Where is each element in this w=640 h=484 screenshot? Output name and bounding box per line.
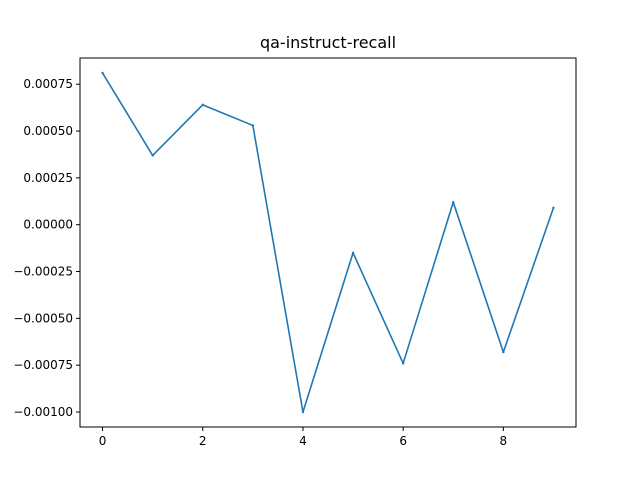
y-tick-label: −0.00100: [13, 405, 73, 419]
y-tick-label: −0.00050: [13, 311, 73, 325]
x-tick-label: 0: [99, 434, 107, 448]
y-axis: 0.00075 0.00050 0.00025 0.00000 −0.00025 −0.0…: [13, 77, 80, 419]
data-point: [251, 124, 255, 127]
data-point: [452, 201, 455, 204]
data-point: [201, 103, 204, 107]
data-point: [151, 154, 154, 157]
x-tick-label: 2: [199, 434, 207, 448]
data-point: [552, 206, 555, 210]
x-axis: 0 2 4 6 8: [99, 427, 507, 448]
data-point: [401, 362, 405, 365]
data-point: [351, 251, 355, 255]
y-tick-label: 0.00075: [23, 77, 73, 91]
data-point: [101, 71, 104, 75]
x-tick-label: 8: [500, 434, 508, 448]
y-tick-label: 0.00025: [23, 171, 73, 185]
data-point: [301, 410, 305, 414]
x-tick-label: 4: [299, 434, 307, 448]
x-tick-label: 6: [399, 434, 407, 448]
plot-frame: [79, 57, 577, 428]
series-line-0: [101, 71, 555, 413]
chart-title: qa-instruct-recall: [260, 33, 396, 52]
plot-series: [101, 71, 555, 414]
y-tick-label: −0.00025: [13, 265, 73, 279]
data-point: [502, 350, 505, 354]
y-tick-label: −0.00075: [13, 358, 73, 372]
y-tick-label: 0.00050: [23, 124, 73, 138]
y-tick-label: 0.00000: [23, 218, 73, 232]
